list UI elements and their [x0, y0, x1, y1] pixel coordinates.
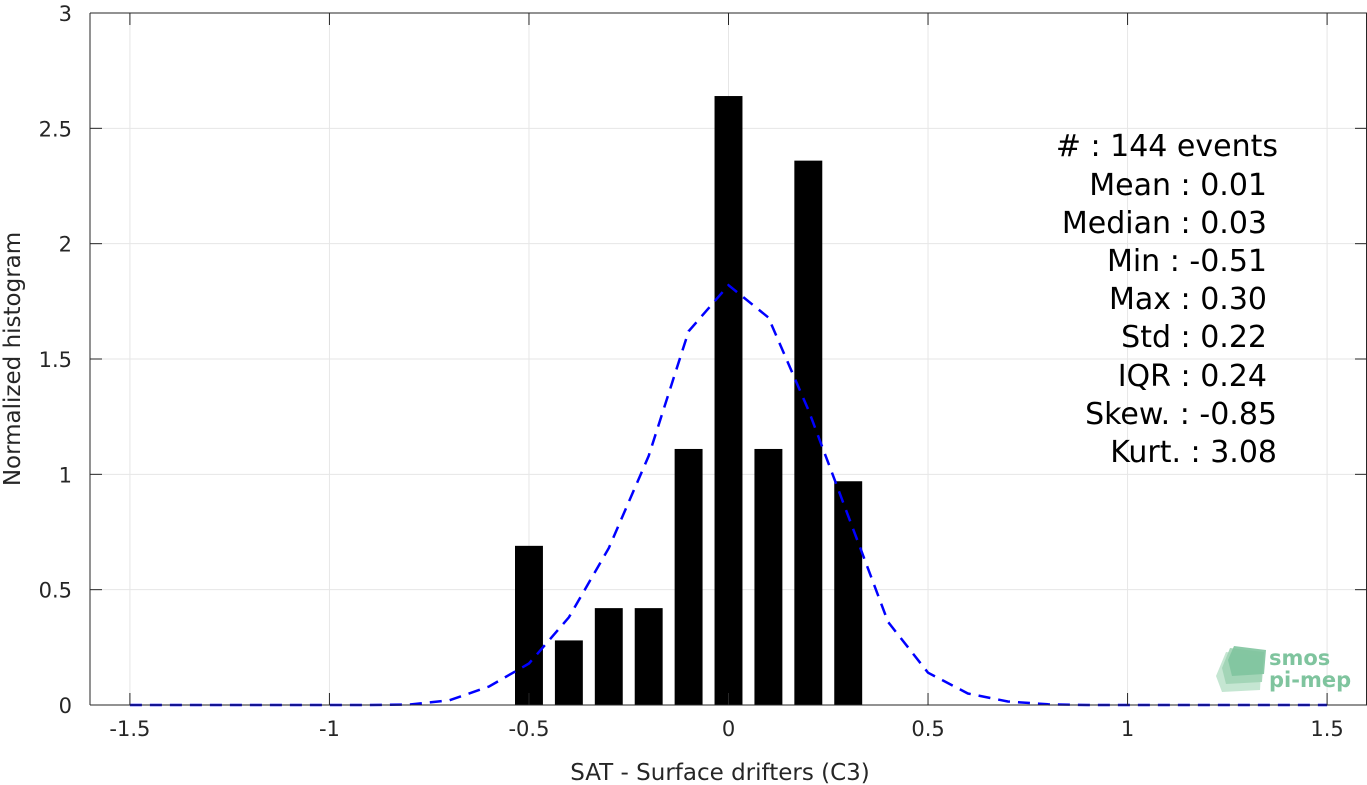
y-tick-label: 0.5 [39, 579, 72, 603]
x-axis-title: SAT - Surface drifters (C3) [570, 760, 870, 785]
bar [754, 448, 783, 705]
logo-layers-icon [1216, 646, 1266, 692]
logo-line1: smos [1269, 646, 1330, 670]
x-tick-label: 0 [722, 717, 735, 741]
y-tick-label: 1 [59, 463, 72, 487]
bar [515, 545, 543, 705]
logo-line2: pi-mep [1269, 668, 1351, 692]
x-tick-label: -1 [319, 717, 340, 741]
y-axis-title: Normalized histogram [0, 232, 26, 486]
stat-kurt: Kurt. : 3.08 [1110, 435, 1277, 470]
x-tick-label: 1 [1121, 717, 1134, 741]
smos-pimep-logo: smos pi-mep [1216, 646, 1351, 692]
x-tick-label: -1.5 [109, 717, 150, 741]
x-tick-label: 0.5 [911, 717, 944, 741]
y-tick-label: 1.5 [39, 348, 72, 372]
tick-labels: -1.5 -1 -0.5 0 0.5 1 1.5 0 0.5 1 1.5 2 2.5 3 [39, 2, 1344, 741]
stat-skew: Skew. : -0.85 [1085, 397, 1277, 432]
bar [714, 96, 743, 706]
stat-min: Min : -0.51 [1107, 244, 1267, 279]
bar [634, 608, 663, 705]
stat-iqr: IQR : 0.24 [1118, 359, 1267, 394]
bar [674, 448, 703, 705]
y-tick-label: 0 [59, 694, 72, 718]
bar [794, 160, 823, 706]
bars [515, 96, 863, 706]
stat-max: Max : 0.30 [1109, 282, 1267, 317]
x-tick-label: -0.5 [508, 717, 549, 741]
y-tick-label: 3 [59, 2, 72, 26]
stat-median: Median : 0.03 [1062, 206, 1267, 241]
y-tick-label: 2.5 [39, 117, 72, 141]
stats-annotation: # : 144 events Mean : 0.01 Median : 0.03… [1056, 129, 1278, 470]
bar [554, 640, 583, 705]
stat-events: # : 144 events [1056, 129, 1278, 164]
bar [594, 608, 623, 705]
y-tick-label: 2 [59, 233, 72, 257]
stat-std: Std : 0.22 [1121, 320, 1267, 355]
x-tick-label: 1.5 [1310, 717, 1343, 741]
stat-mean: Mean : 0.01 [1089, 168, 1267, 203]
